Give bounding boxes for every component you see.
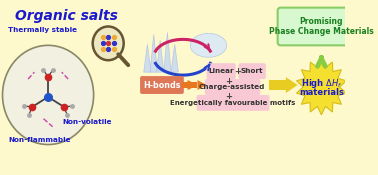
FancyBboxPatch shape — [205, 79, 260, 95]
Polygon shape — [190, 33, 227, 57]
FancyBboxPatch shape — [239, 63, 266, 79]
Text: materials: materials — [299, 88, 344, 97]
FancyBboxPatch shape — [182, 82, 197, 88]
Text: Short: Short — [241, 68, 263, 74]
Text: +: + — [225, 92, 232, 102]
FancyBboxPatch shape — [278, 8, 365, 45]
Polygon shape — [171, 44, 178, 72]
Text: +: + — [234, 67, 241, 76]
Text: +: + — [225, 76, 232, 86]
Polygon shape — [150, 34, 157, 72]
Text: Organic salts: Organic salts — [15, 9, 118, 23]
Text: Promising
Phase Change Materials: Promising Phase Change Materials — [269, 17, 374, 36]
Polygon shape — [296, 59, 346, 115]
Polygon shape — [156, 40, 164, 72]
Polygon shape — [197, 80, 207, 90]
FancyBboxPatch shape — [197, 95, 270, 111]
Circle shape — [93, 26, 124, 60]
Polygon shape — [144, 44, 151, 72]
Text: Non-flammable: Non-flammable — [8, 137, 70, 143]
Text: Energetically favourable motifs: Energetically favourable motifs — [170, 100, 296, 106]
FancyBboxPatch shape — [0, 0, 347, 175]
Polygon shape — [286, 77, 298, 93]
FancyBboxPatch shape — [270, 80, 286, 90]
Text: Non-volatile: Non-volatile — [63, 119, 112, 125]
Circle shape — [3, 45, 94, 145]
Text: High $\Delta H_f$: High $\Delta H_f$ — [301, 76, 342, 90]
Text: Thermally stable: Thermally stable — [8, 27, 77, 33]
Polygon shape — [164, 32, 171, 72]
Text: Linear: Linear — [208, 68, 234, 74]
Text: H-bonds: H-bonds — [143, 80, 181, 90]
FancyBboxPatch shape — [207, 63, 236, 79]
Text: Charge-assisted: Charge-assisted — [199, 84, 265, 90]
FancyBboxPatch shape — [140, 76, 184, 94]
